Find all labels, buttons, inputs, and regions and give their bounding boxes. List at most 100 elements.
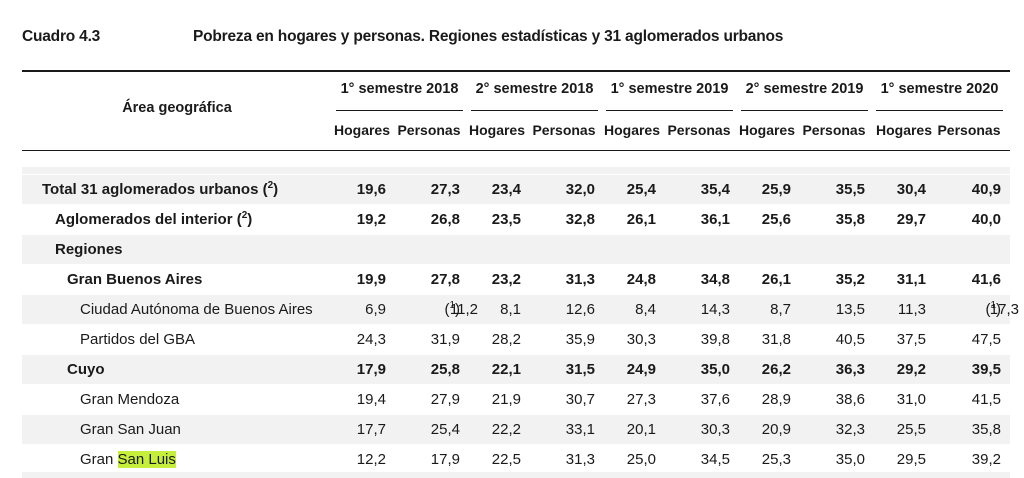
hogares-header: Hogares xyxy=(738,122,796,138)
footnote-ref: 2 xyxy=(267,180,274,191)
hogares-value: 31,8 xyxy=(762,331,791,348)
hogares-value: 8,4 xyxy=(635,301,656,318)
personas-value: 17,9 xyxy=(431,451,460,468)
table-row: Aglomerados del interior (2) 19,2 26,8 23,5… xyxy=(22,205,1010,235)
row-separator xyxy=(22,444,1010,445)
cell-value: 8,7 xyxy=(770,301,791,318)
table-row: Gran San Juan 17,7 25,4 22,2 33,1 20,1 30,3 20,… xyxy=(22,415,1010,445)
cell-value: 25,5 xyxy=(896,421,926,438)
hogares-value: 27,3 xyxy=(627,391,656,408)
table-row: Regiones xyxy=(22,235,1010,265)
table-row: Partidos del GBA 24,3 31,9 28,2 35,9 30,3 39,8… xyxy=(22,325,1010,355)
table-row: Gran San Luis 12,2 17,9 22,5 31,3 25,0 34,5 25,… xyxy=(22,445,1010,475)
hogares-value: 23,2 xyxy=(492,271,521,288)
hogares-value: 25,6 xyxy=(762,211,791,228)
cell-value: 24,8 xyxy=(626,271,656,288)
cell-footnote: (1) xyxy=(985,300,1001,319)
row-label: Cuyo xyxy=(67,361,105,378)
personas-value: 32,0 xyxy=(566,181,595,198)
hogares-value: 25,0 xyxy=(627,451,656,468)
personas-value: 31,5 xyxy=(566,361,595,378)
personas-header: Personas xyxy=(937,122,1001,138)
cell-value: 38,6 xyxy=(835,391,865,408)
cell-value: 35,8 xyxy=(835,211,865,228)
row-label: Total 31 aglomerados urbanos (2) xyxy=(42,180,279,199)
personas-value: 41,5 xyxy=(972,391,1001,408)
row-label: Partidos del GBA xyxy=(80,331,195,348)
personas-header: Personas xyxy=(802,122,866,138)
cell-value: 25,8 xyxy=(430,361,460,378)
cell-value: 35,4 xyxy=(700,181,730,198)
row-label: Gran Mendoza xyxy=(80,391,179,408)
personas-header: Personas xyxy=(397,122,461,138)
personas-value: 27,8 xyxy=(431,271,460,288)
hogares-value: 22,2 xyxy=(492,421,521,438)
personas-value: 14,3 xyxy=(701,301,730,318)
cell-value: 30,7 xyxy=(565,391,595,408)
hogares-value: 37,5 xyxy=(897,331,926,348)
row-label-text: Total 31 aglomerados urbanos ( xyxy=(42,181,268,198)
row-separator xyxy=(22,204,1010,205)
personas-value: 31,9 xyxy=(431,331,460,348)
hogares-value: 26,1 xyxy=(627,211,656,228)
hogares-value: 25,4 xyxy=(627,181,656,198)
cell-footnote: (1) xyxy=(444,300,460,319)
row-label-tail: ) xyxy=(247,211,253,228)
personas-value: 39,5 xyxy=(972,361,1001,378)
cell-value: 8,4 xyxy=(635,301,656,318)
semester-header: 2° semestre 2019 xyxy=(745,81,864,97)
hogares-value: 26,2 xyxy=(762,361,791,378)
cell-value: 40,0 xyxy=(971,211,1001,228)
cell-value: 19,6 xyxy=(356,181,386,198)
cell-value: 26,8 xyxy=(430,211,460,228)
cell-value: 17,9 xyxy=(356,361,386,378)
row-label-text: Gran Mendoza xyxy=(80,391,180,408)
cell-value: 31,8 xyxy=(761,331,791,348)
personas-value: 17,3 xyxy=(990,301,1019,318)
semester-header: 1° semestre 2018 xyxy=(340,81,459,97)
semester-header: 2° semestre 2018 xyxy=(475,81,594,97)
cell-value: 30,3 xyxy=(700,421,730,438)
hogares-value: 28,2 xyxy=(492,331,521,348)
cell-value: 19,9 xyxy=(356,271,386,288)
row-separator xyxy=(22,234,1010,235)
cell-value: 25,0 xyxy=(626,451,656,468)
row-label-text: Gran San Juan xyxy=(80,421,181,438)
row-separator xyxy=(22,294,1010,295)
cell-value: 25,3 xyxy=(761,451,791,468)
personas-value: 27,3 xyxy=(431,181,460,198)
cell-value: 32,0 xyxy=(565,181,595,198)
cell-value: 17,7 xyxy=(356,421,386,438)
personas-value: 35,2 xyxy=(836,271,865,288)
hogares-header: Hogares xyxy=(333,122,391,138)
cell-value: 36,3 xyxy=(835,361,865,378)
personas-value: 35,0 xyxy=(836,451,865,468)
cell-value: 35,0 xyxy=(835,451,865,468)
hogares-value: 28,9 xyxy=(762,391,791,408)
hogares-value: 19,4 xyxy=(357,391,386,408)
hogares-value: 30,3 xyxy=(627,331,656,348)
hogares-value: 25,5 xyxy=(897,421,926,438)
personas-value: 35,8 xyxy=(836,211,865,228)
personas-value: 12,6 xyxy=(566,301,595,318)
row-label-tail: ) xyxy=(273,181,279,198)
cell-value: 41,5 xyxy=(971,391,1001,408)
personas-value: 13,5 xyxy=(836,301,865,318)
cell-value: 40,5 xyxy=(835,331,865,348)
cell-value: 30,3 xyxy=(626,331,656,348)
table-row: Gran Buenos Aires 19,9 27,8 23,2 31,3 24,8 34,… xyxy=(22,265,1010,295)
cell-value: 29,7 xyxy=(896,211,926,228)
cell-value: 25,9 xyxy=(761,181,791,198)
cell-value: 33,1 xyxy=(565,421,595,438)
cell-value: 22,5 xyxy=(491,451,521,468)
personas-value: 33,1 xyxy=(566,421,595,438)
cell-value: 21,9 xyxy=(491,391,521,408)
cell-value: 37,6 xyxy=(700,391,730,408)
cell-value: 35,0 xyxy=(700,361,730,378)
hogares-value: 23,5 xyxy=(492,211,521,228)
cell-value: 35,5 xyxy=(835,181,865,198)
cell-value: 28,9 xyxy=(761,391,791,408)
row-label-text: Partidos del GBA xyxy=(80,331,196,348)
cell-value: 27,8 xyxy=(430,271,460,288)
cell-value: 27,3 xyxy=(626,391,656,408)
